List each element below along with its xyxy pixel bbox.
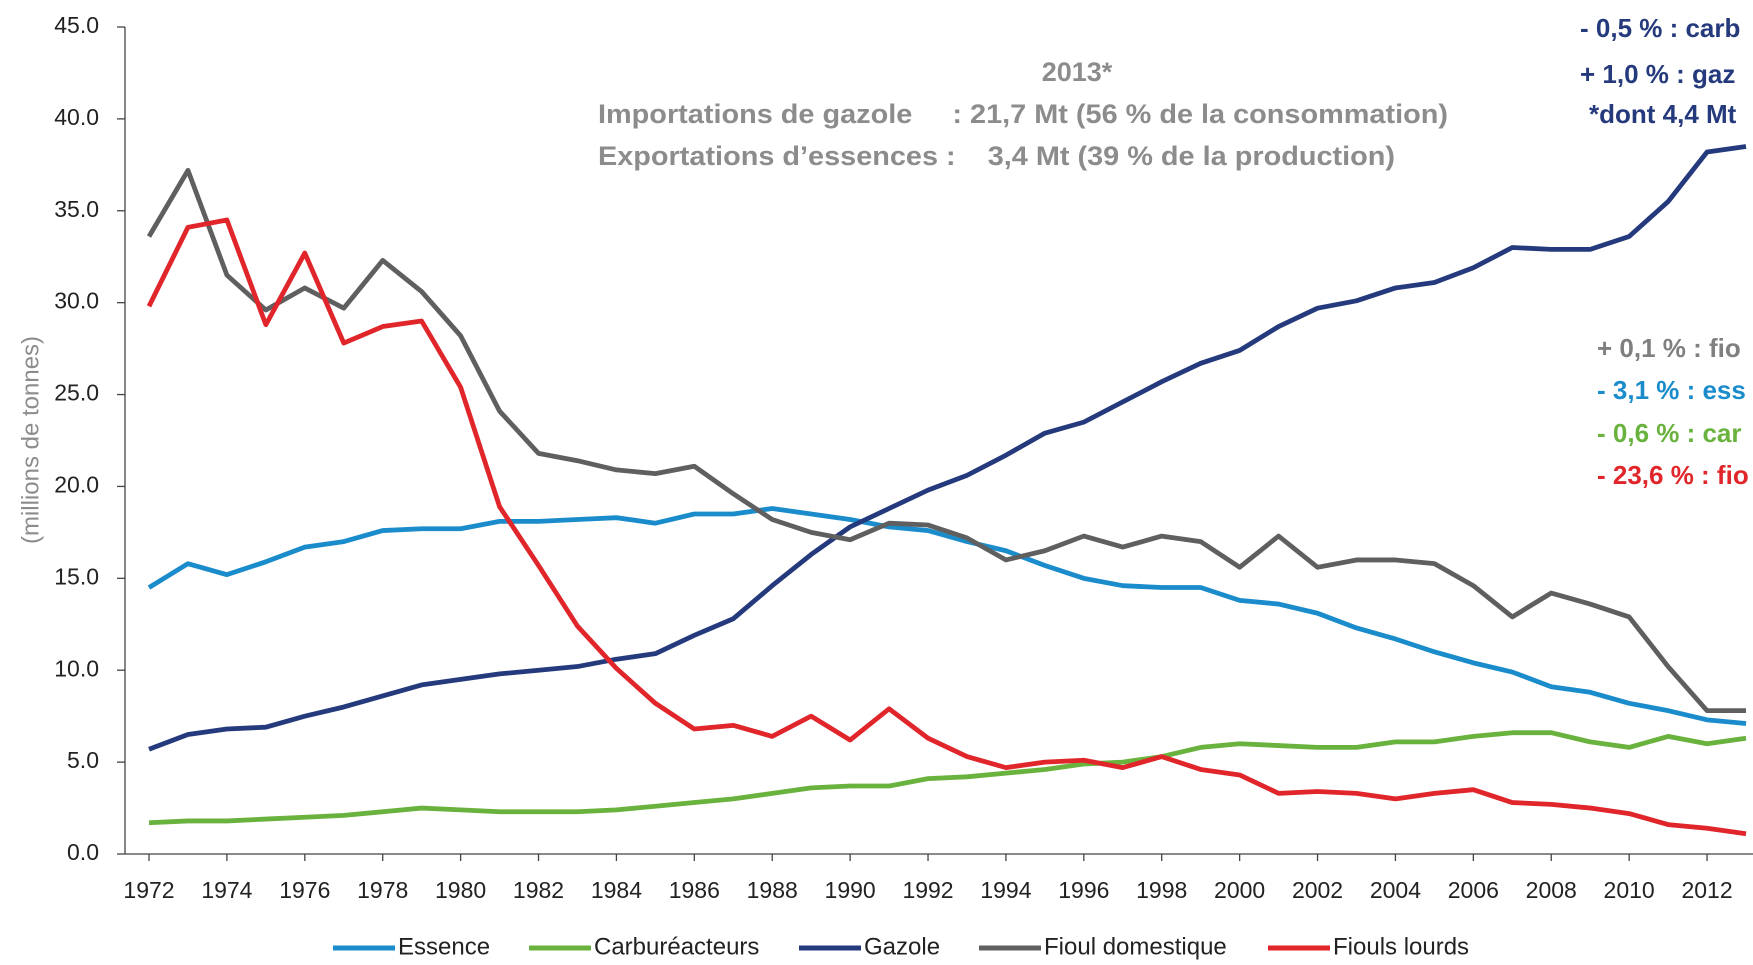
legend-label: Fiouls lourds <box>1333 933 1469 960</box>
y-tick-label: 10.0 <box>54 655 99 681</box>
y-tick-label: 0.0 <box>67 839 99 865</box>
center-note: 2013* <box>1042 57 1113 87</box>
legend-label: Fioul domestique <box>1044 933 1227 960</box>
y-axis-label: (millions de tonnes) <box>17 336 44 544</box>
x-tick-label: 1978 <box>357 877 408 903</box>
annotation: - 0,6 % : car <box>1597 418 1742 448</box>
annotation: + 1,0 % : gaz <box>1580 59 1735 89</box>
legend-label: Essence <box>398 933 490 960</box>
x-tick-label: 2002 <box>1292 877 1343 903</box>
x-tick-label: 1992 <box>902 877 953 903</box>
x-tick-label: 1980 <box>435 877 486 903</box>
y-tick-label: 30.0 <box>54 288 99 314</box>
legend-label: Carburéacteurs <box>594 933 759 960</box>
center-note: Exportations d’essences : 3,4 Mt (39 % d… <box>598 141 1395 171</box>
x-tick-label: 1994 <box>980 877 1031 903</box>
x-tick-label: 2012 <box>1681 877 1732 903</box>
series-line <box>147 506 1747 726</box>
legend-label: Gazole <box>864 933 940 960</box>
annotation: *dont 4,4 Mt <box>1589 99 1737 129</box>
center-note: Importations de gazole : 21,7 Mt (56 % d… <box>598 99 1448 129</box>
x-tick-label: 1988 <box>747 877 798 903</box>
y-tick-label: 25.0 <box>54 380 99 406</box>
y-tick-label: 35.0 <box>54 196 99 222</box>
annotation: - 23,6 % : fio <box>1597 460 1749 490</box>
series-line <box>146 167 1746 714</box>
x-tick-label: 1996 <box>1058 877 1109 903</box>
x-tick-label: 2004 <box>1370 877 1421 903</box>
x-tick-label: 2006 <box>1448 877 1499 903</box>
x-tick-label: 2000 <box>1214 877 1265 903</box>
annotation: + 0,1 % : fio <box>1597 333 1741 363</box>
y-tick-label: 20.0 <box>54 472 99 498</box>
x-tick-label: 1972 <box>123 877 174 903</box>
annotation: - 0,5 % : carb <box>1580 13 1740 43</box>
y-tick-label: 15.0 <box>54 563 99 589</box>
x-tick-label: 2008 <box>1526 877 1577 903</box>
x-tick-label: 1998 <box>1136 877 1187 903</box>
y-tick-label: 5.0 <box>67 747 99 773</box>
x-tick-label: 1982 <box>513 877 564 903</box>
x-tick-label: 1976 <box>279 877 330 903</box>
series-line <box>148 730 1747 826</box>
x-tick-label: 1990 <box>825 877 876 903</box>
y-tick-label: 45.0 <box>54 12 99 38</box>
x-tick-label: 2010 <box>1604 877 1655 903</box>
x-tick-label: 1974 <box>201 877 252 903</box>
series-line <box>148 144 1747 752</box>
x-tick-label: 1986 <box>669 877 720 903</box>
y-tick-label: 40.0 <box>54 104 99 130</box>
series-line <box>146 217 1747 837</box>
annotation: - 3,1 % : ess <box>1597 375 1746 405</box>
x-tick-label: 1984 <box>591 877 642 903</box>
